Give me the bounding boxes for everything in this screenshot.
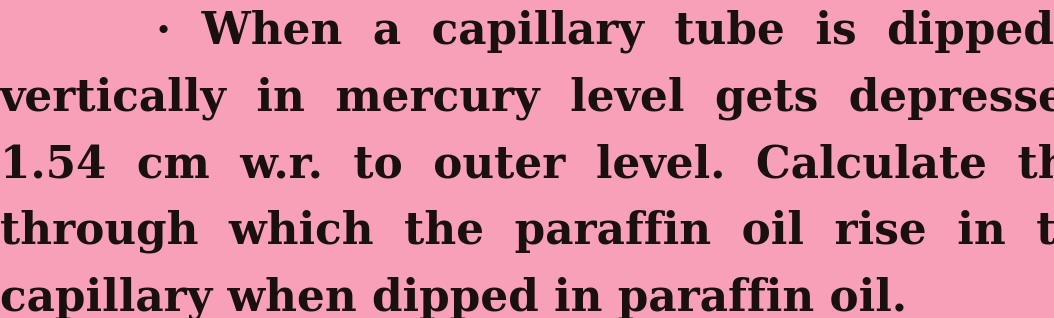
- Text: through  which  the  paraffin  oil  rise  in  the  same: through which the paraffin oil rise in t…: [0, 210, 1054, 253]
- Text: 1.54  cm  w.r.  to  outer  level.  Calculate  the  height: 1.54 cm w.r. to outer level. Calculate t…: [0, 143, 1054, 187]
- Text: capillary when dipped in paraffin oil.: capillary when dipped in paraffin oil.: [0, 277, 907, 318]
- Text: vertically  in  mercury  level  gets  depressed  by: vertically in mercury level gets depress…: [0, 76, 1054, 120]
- Text: ·  When  a  capillary  tube  is  dipped: · When a capillary tube is dipped: [156, 10, 1054, 53]
